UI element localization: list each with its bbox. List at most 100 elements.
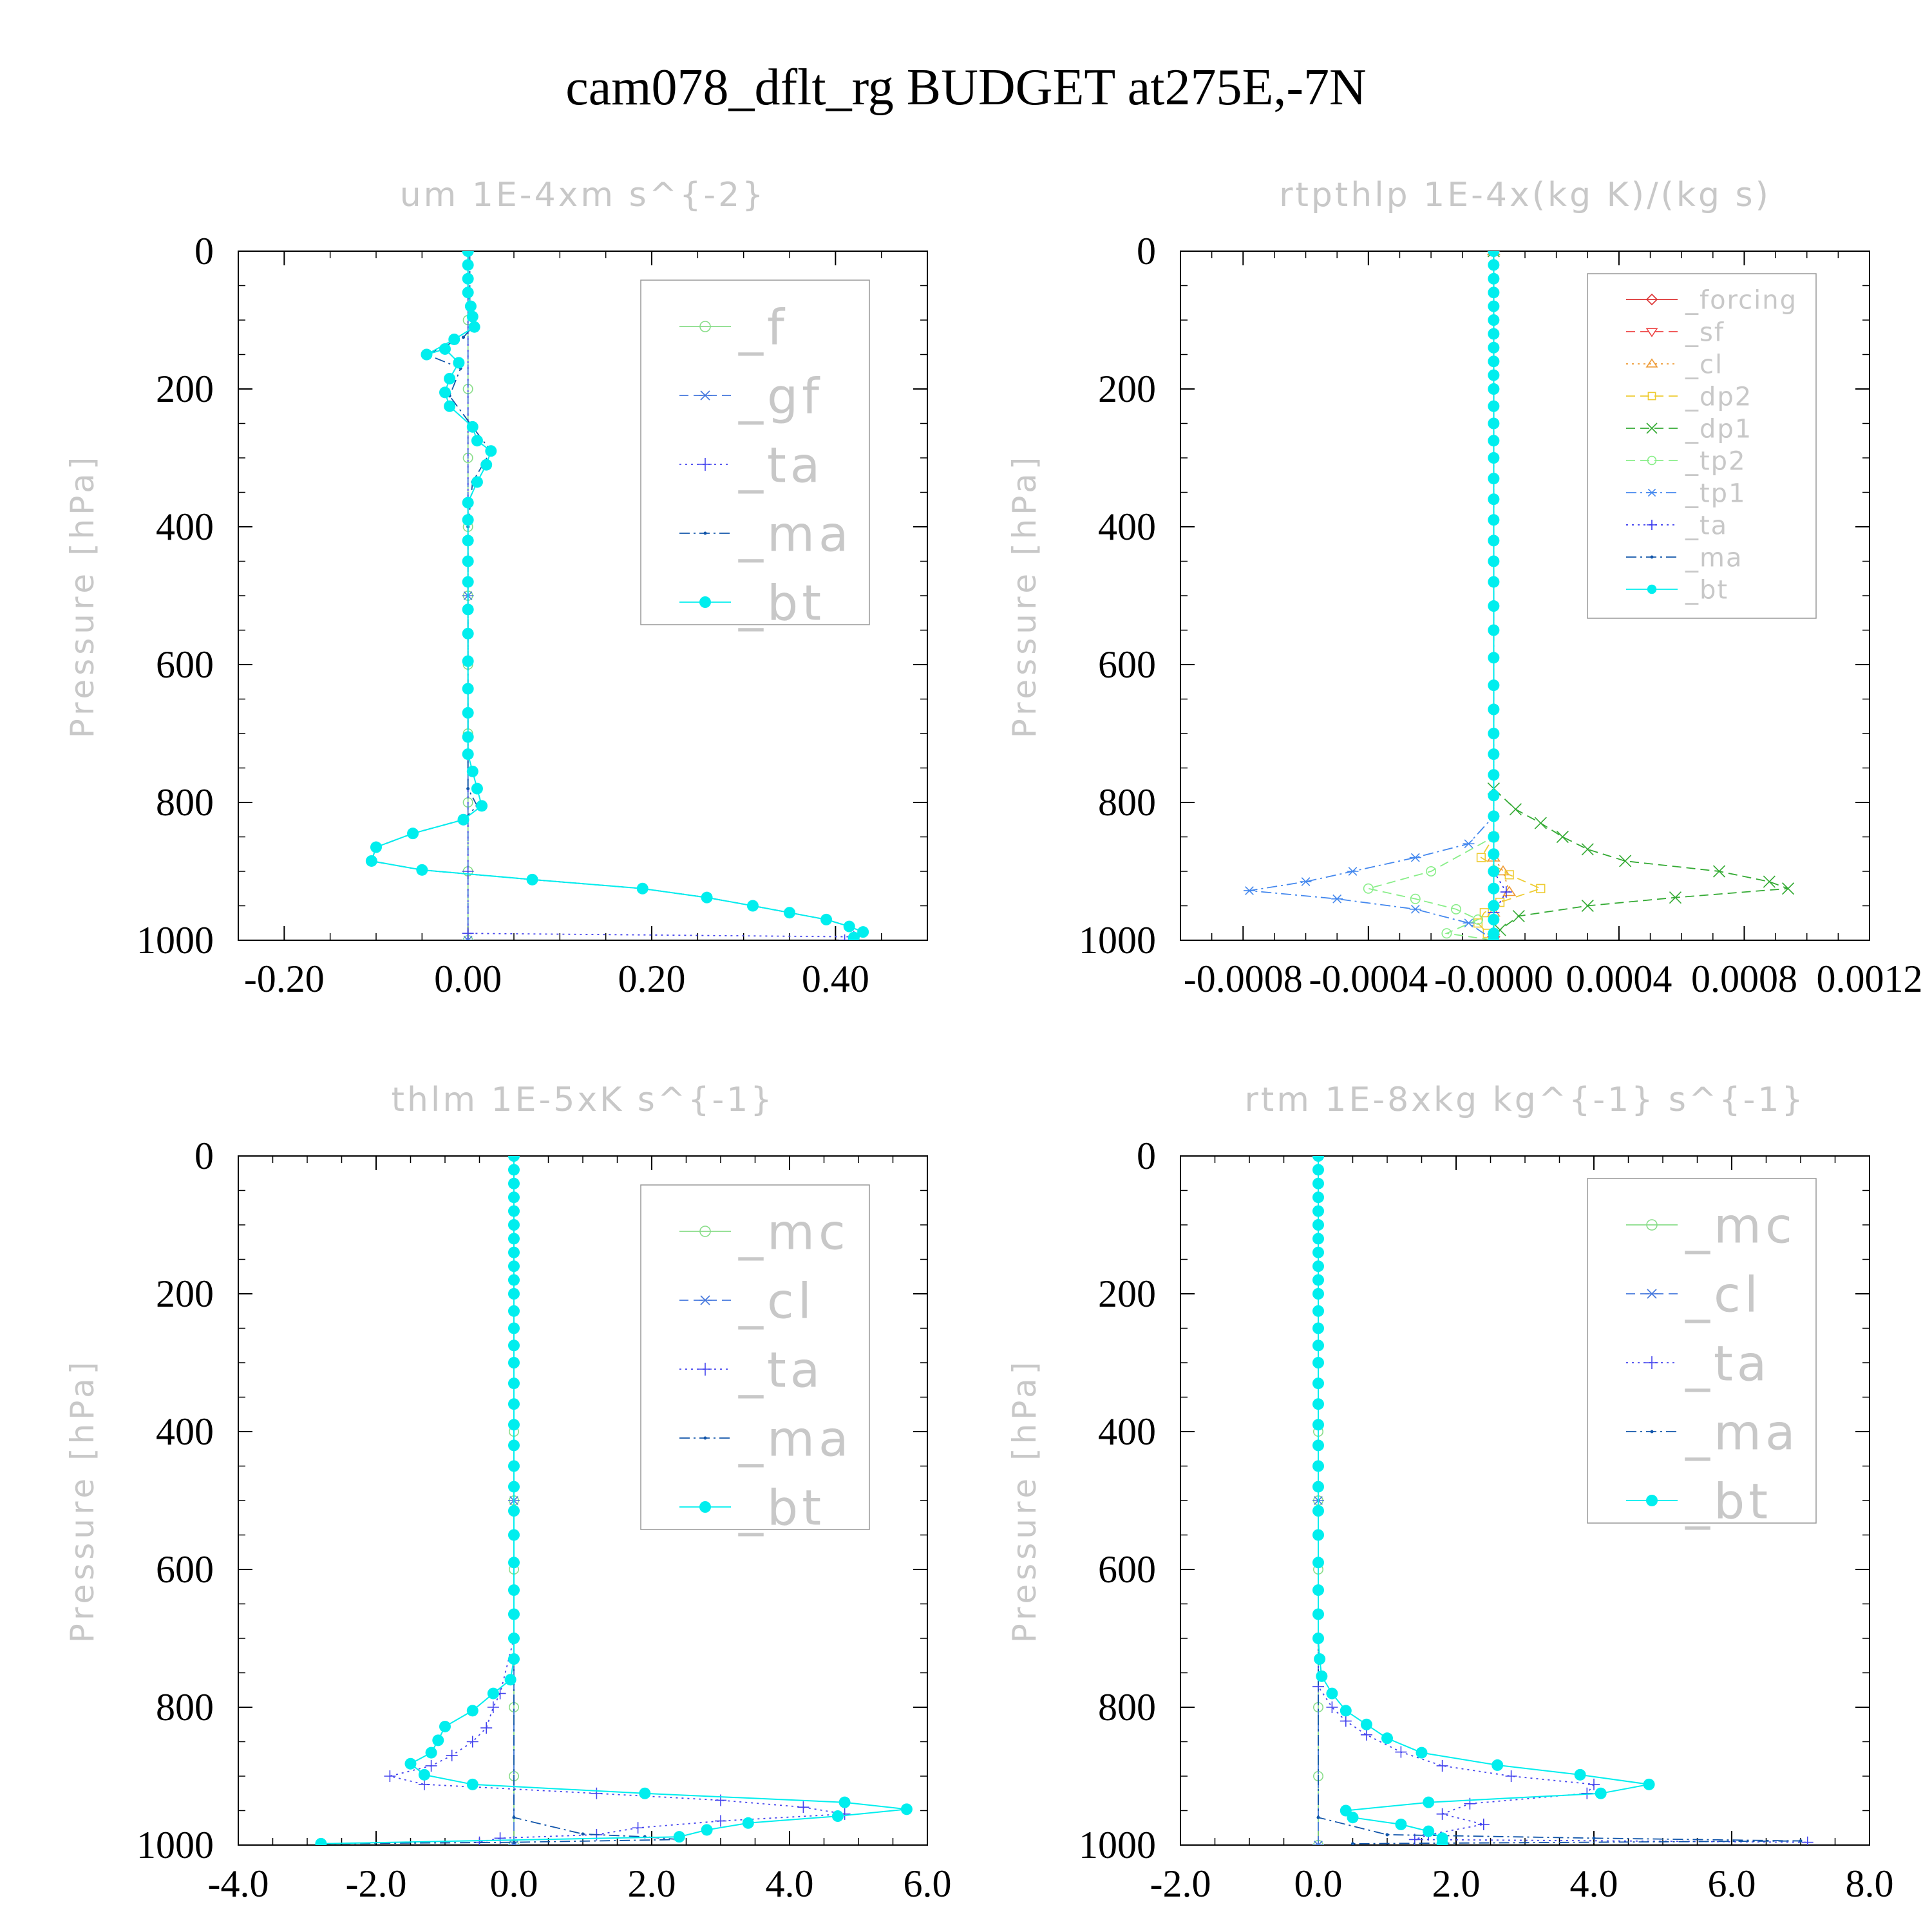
data-point-ta [838, 934, 851, 940]
panel-4: rtm 1E-8xkg kg^{-1} s^{-1} Pressure [hPa]… [1006, 1081, 1894, 1905]
data-point-ta [1395, 1746, 1407, 1758]
data-point-tp1 [1331, 894, 1343, 904]
legend-marker [699, 596, 711, 608]
data-point-dp1 [1763, 875, 1776, 888]
data-point-tp1 [1463, 839, 1475, 849]
data-point-ta [1340, 1715, 1352, 1727]
legend-marker [1647, 392, 1656, 401]
data-point-bt [508, 1584, 520, 1596]
x-tick-label: -2.0 [1150, 1862, 1211, 1905]
data-point-bt [1574, 1768, 1586, 1781]
data-point-bt [1488, 848, 1500, 860]
y-tick-label: 600 [1098, 1548, 1156, 1591]
data-point-bt [508, 1419, 520, 1431]
legend-label: _forcing [1685, 285, 1797, 315]
legend-marker [1645, 1356, 1658, 1369]
data-point-bt [1312, 1322, 1324, 1334]
data-point-bt [508, 1322, 520, 1334]
data-point-bt [1347, 1812, 1359, 1824]
data-point-bt [462, 514, 474, 526]
legend-label: _cl [1685, 1265, 1762, 1323]
legend-marker [699, 390, 712, 401]
data-point-bt [1312, 1633, 1324, 1644]
data-point-dp1 [1669, 891, 1682, 904]
data-point-bt [1488, 810, 1500, 822]
data-point-dp1 [1581, 843, 1594, 856]
y-tick-label: 200 [156, 368, 214, 410]
data-point-bt [462, 706, 474, 719]
legend-marker [699, 1363, 712, 1376]
data-point-bt [466, 310, 478, 323]
data-point-ta [425, 1759, 437, 1772]
data-point-bt [508, 1156, 520, 1162]
data-point-bt [1488, 790, 1500, 802]
data-point-bt [462, 497, 474, 509]
x-tick-label: 8.0 [1846, 1862, 1894, 1905]
x-tick-label: 6.0 [1708, 1862, 1756, 1905]
data-point-bt [466, 1705, 478, 1717]
data-point-bt [1360, 1718, 1372, 1730]
y-tick-label: 800 [156, 781, 214, 824]
data-point-bt [1312, 1584, 1324, 1596]
data-point-bt [1488, 679, 1500, 692]
y-tick-label: 1000 [1079, 919, 1156, 961]
data-point-bt [1312, 1419, 1324, 1431]
data-point-bt [480, 459, 493, 471]
data-point-bt [462, 535, 474, 547]
data-point-bt [421, 348, 433, 361]
data-point-dp1 [1534, 817, 1547, 829]
legend-label: _ma [1685, 543, 1743, 573]
data-point-bt [466, 1778, 478, 1790]
data-point-dp2 [1504, 870, 1514, 880]
x-tick-label: 0.00 [434, 958, 502, 1000]
data-point-ma [512, 1815, 516, 1819]
data-point-bt [1312, 1398, 1324, 1410]
legend: _mc _cl _ta _ma _bt [640, 1184, 870, 1536]
y-tick-label: 800 [1098, 781, 1156, 824]
data-point-bt [448, 333, 460, 345]
x-tick-label: 0.0004 [1566, 958, 1672, 1000]
x-tick-label: 6.0 [904, 1862, 952, 1905]
x-tick-label: 0.0 [490, 1862, 538, 1905]
legend-label: _mc [1685, 1197, 1796, 1254]
data-point-bt [1488, 369, 1500, 381]
data-point-ta [480, 1722, 493, 1734]
legend-label: _bt [738, 1479, 825, 1536]
legend-label: _cl [1685, 350, 1723, 379]
data-point-bt [462, 272, 474, 285]
data-point-bt [1488, 652, 1500, 664]
data-point-bt [1312, 1219, 1324, 1231]
data-point-bt [508, 1557, 520, 1569]
data-point-tp2 [1473, 914, 1484, 925]
data-point-bt [1488, 535, 1500, 547]
legend-marker [699, 1501, 711, 1513]
data-point-bt [1326, 1687, 1338, 1700]
x-tick-label: 0.20 [618, 958, 686, 1000]
series-group [365, 251, 869, 940]
data-point-bt [462, 627, 474, 639]
legend-marker [1645, 358, 1658, 368]
data-point-bt [1488, 624, 1500, 636]
data-point-bt [508, 1529, 520, 1541]
data-point-bt [1312, 1529, 1324, 1541]
y-tick-label: 0 [1137, 1135, 1156, 1177]
data-point-bt [462, 576, 474, 588]
x-tick-label: 0.0 [1294, 1862, 1343, 1905]
data-point-ma [1385, 1833, 1389, 1837]
data-point-bt [432, 1734, 444, 1747]
data-point-bt [1312, 1164, 1324, 1176]
data-point-bt [462, 251, 474, 257]
data-point-bt [1488, 452, 1500, 464]
y-tick-label: 200 [1098, 1273, 1156, 1315]
legend-label: _sf [1685, 317, 1725, 347]
x-tick-label: 4.0 [766, 1862, 814, 1905]
data-point-bt [439, 386, 451, 399]
data-point-bt [468, 321, 480, 333]
data-point-bt [508, 1357, 520, 1368]
data-point-bt [418, 1768, 430, 1781]
data-point-bt [444, 372, 456, 384]
panels-container: um 1E-4xm s^{-2}Pressure [hPa]-0.20 0.00 0… [64, 176, 1923, 1905]
legend-label: _tp1 [1685, 478, 1747, 508]
data-point-bt [404, 1757, 417, 1770]
x-tick-label: -2.0 [346, 1862, 407, 1905]
